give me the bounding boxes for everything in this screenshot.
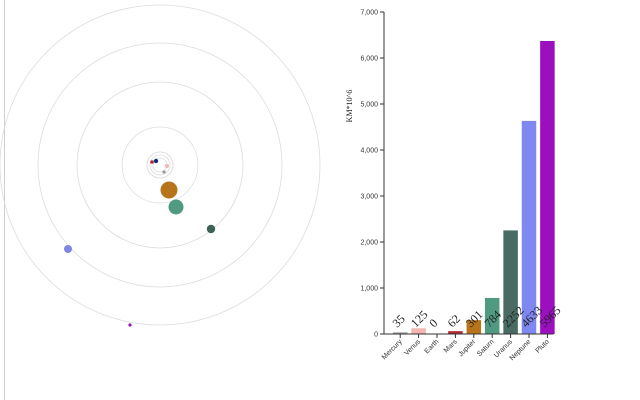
left-border-line: [4, 0, 5, 400]
bar-uranus: [503, 230, 518, 334]
planet-earth: [153, 158, 159, 164]
y-tick-label: 3,000: [360, 194, 378, 201]
bar-saturn: [484, 297, 500, 334]
bar-jupiter: [466, 320, 482, 334]
orbit-rings: [0, 4, 321, 326]
planet-mars: [150, 160, 154, 164]
orrery-view: [0, 4, 321, 327]
bar-mars: [448, 331, 463, 334]
y-tick-label: 4,000: [360, 148, 378, 155]
y-tick-label: 1,000: [360, 286, 378, 293]
planet-jupiter: [160, 181, 178, 199]
x-tick-label: Jupiter: [457, 338, 477, 358]
y-axis: 0 1,000 2,000 3,000 4,000 5,000 6,000 7,000: [360, 10, 385, 339]
orbit-ring: [0, 4, 321, 326]
bars: [392, 40, 555, 334]
x-tick-label: Venus: [403, 338, 422, 357]
orbit-ring: [146, 151, 174, 179]
y-tick-label: 0: [374, 332, 378, 339]
x-axis: Mercury Venus Earth MarsJupiterSaturnUranus…: [381, 333, 554, 362]
orbit-ring: [76, 81, 244, 249]
planet-pluto: [128, 323, 132, 327]
value-label: 35: [389, 312, 407, 330]
value-label: 0: [426, 316, 440, 330]
bar-venus: [411, 328, 426, 334]
planet-mercury: [162, 170, 166, 174]
orbit-ring: [149, 154, 171, 176]
bar-pluto: [540, 40, 555, 334]
x-tick-label: Earth: [424, 338, 441, 355]
planet-venus: [165, 164, 169, 168]
x-tick-label: Mars: [443, 338, 459, 354]
planet-uranus: [206, 224, 216, 234]
orbit-ring: [37, 42, 283, 288]
x-tick-label: Pluto: [535, 338, 551, 354]
value-label: 62: [445, 312, 463, 330]
y-tick-label: 2,000: [360, 240, 378, 247]
y-tick-label: 7,000: [360, 10, 378, 17]
y-tick-label: 6,000: [360, 56, 378, 63]
planet-markers: [64, 158, 216, 327]
orbit-ring: [121, 126, 199, 204]
x-tick-label: Mercury: [381, 338, 404, 361]
y-tick-label: 5,000: [360, 102, 378, 109]
planet-neptune: [64, 245, 72, 253]
bar-mercury: [392, 332, 408, 334]
planet-saturn: [168, 199, 184, 215]
y-axis-label: KM*10^6: [345, 90, 354, 123]
bar-neptune: [521, 120, 537, 334]
